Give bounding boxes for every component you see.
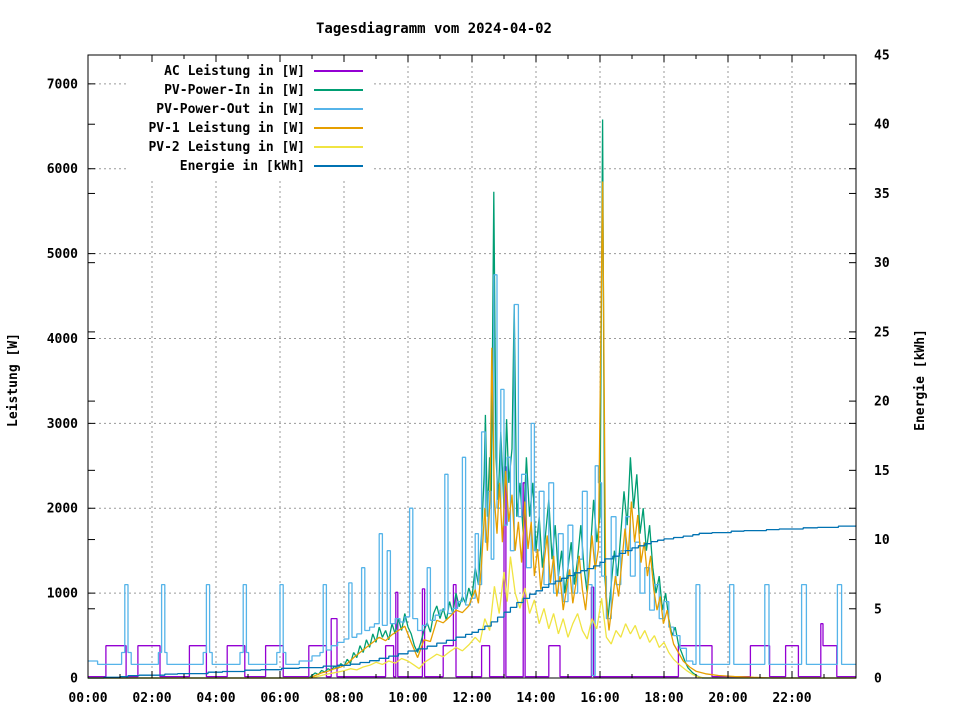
y-left-tick-label: 2000 [47, 502, 78, 517]
y-left-tick-label: 0 [70, 672, 78, 687]
y-right-tick-label: 40 [874, 118, 890, 133]
chart-title: Tagesdiagramm vom 2024-04-02 [316, 21, 552, 37]
plot-area: AC Leistung in [W] PV-Power-In in [W] PV-P… [47, 49, 890, 707]
legend-label: PV-2 Leistung in [W] [148, 140, 305, 155]
x-tick-label: 12:00 [452, 691, 491, 706]
y-right-tick-label: 5 [874, 602, 882, 617]
x-tick-label: 04:00 [196, 691, 235, 706]
legend-label: Energie in [kWh] [180, 159, 305, 174]
y-right-tick-label: 35 [874, 187, 890, 202]
x-tick-label: 06:00 [260, 691, 299, 706]
legend-background [128, 58, 374, 178]
y-right-axis-label: Energie [kWh] [913, 329, 928, 431]
y-right-tick-label: 30 [874, 256, 890, 271]
x-tick-label: 22:00 [772, 691, 811, 706]
y-left-tick-label: 1000 [47, 587, 78, 602]
series-pv-power-in-in-w [88, 119, 856, 679]
y-left-axis-label: Leistung [W] [6, 333, 21, 427]
y-right-tick-label: 20 [874, 395, 890, 410]
y-right-tick-label: 45 [874, 49, 890, 64]
x-tick-label: 16:00 [580, 691, 619, 706]
legend-label: PV-Power-In in [W] [164, 83, 305, 98]
series-pv-1-leistung-in-w [88, 181, 856, 679]
legend-label: AC Leistung in [W] [164, 64, 305, 79]
x-tick-label: 08:00 [324, 691, 363, 706]
series-pv-2-leistung-in-w [88, 556, 856, 679]
x-tick-label: 14:00 [516, 691, 555, 706]
x-tick-label: 20:00 [708, 691, 747, 706]
y-left-tick-label: 5000 [47, 247, 78, 262]
legend-label: PV-Power-Out in [W] [156, 102, 305, 117]
series-pv-power-out-in-w [88, 274, 856, 677]
x-tick-label: 02:00 [132, 691, 171, 706]
legend-label: PV-1 Leistung in [W] [148, 121, 305, 136]
y-left-tick-label: 4000 [47, 332, 78, 347]
y-right-tick-label: 0 [874, 672, 882, 687]
y-left-tick-label: 7000 [47, 77, 78, 92]
x-tick-label: 00:00 [68, 691, 107, 706]
y-right-tick-label: 10 [874, 533, 890, 548]
y-right-tick-label: 15 [874, 464, 890, 479]
x-tick-label: 18:00 [644, 691, 683, 706]
y-left-tick-label: 6000 [47, 162, 78, 177]
x-tick-label: 10:00 [388, 691, 427, 706]
y-right-tick-label: 25 [874, 325, 890, 340]
y-left-tick-label: 3000 [47, 417, 78, 432]
series-energie-in-kwh [88, 525, 857, 679]
